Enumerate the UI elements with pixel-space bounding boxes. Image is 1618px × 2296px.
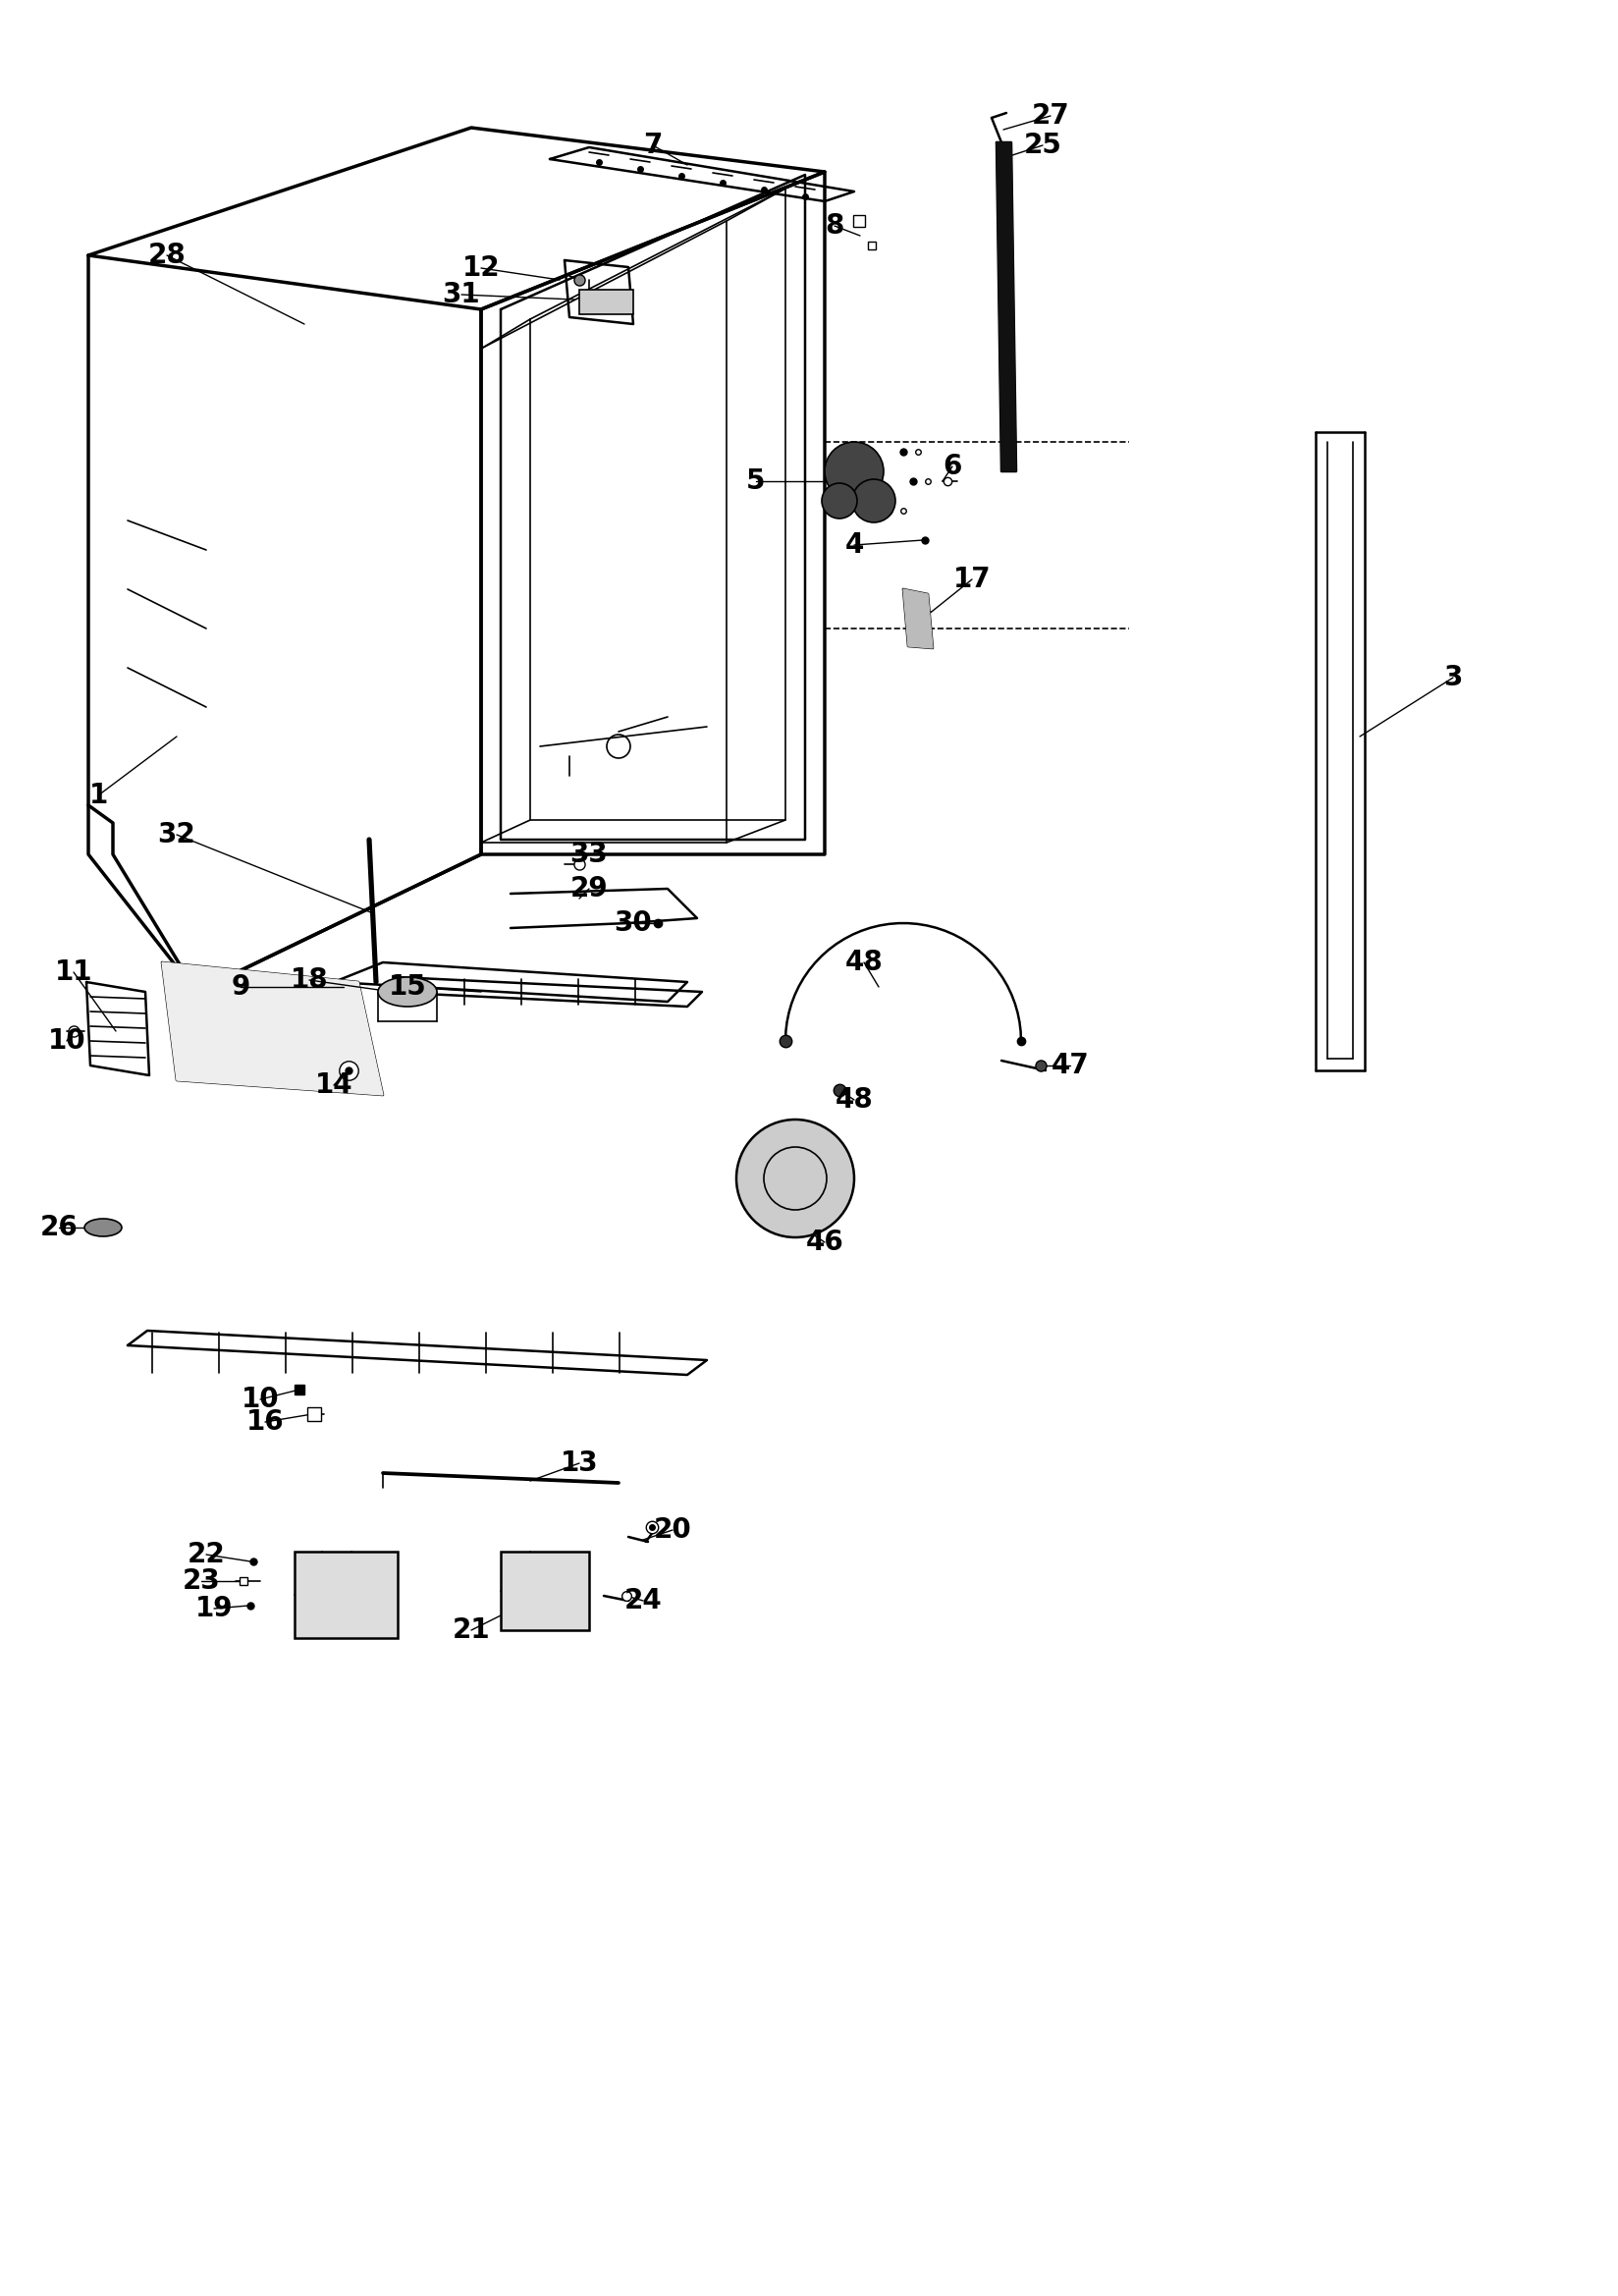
Bar	[500, 1552, 589, 1630]
Text: 32: 32	[157, 822, 196, 850]
Text: 19: 19	[196, 1596, 233, 1623]
Polygon shape	[997, 142, 1016, 471]
Text: 14: 14	[316, 1072, 353, 1100]
Text: 48: 48	[835, 1086, 874, 1114]
Ellipse shape	[84, 1219, 121, 1235]
Text: 10: 10	[241, 1387, 280, 1412]
Text: 16: 16	[246, 1407, 285, 1435]
Text: 29: 29	[570, 875, 608, 902]
Circle shape	[736, 1120, 854, 1238]
Bar	[579, 289, 633, 315]
Polygon shape	[903, 590, 932, 647]
Text: 17: 17	[953, 565, 990, 592]
Text: 27: 27	[1032, 101, 1069, 129]
Text: 28: 28	[147, 241, 186, 269]
Text: 3: 3	[1443, 664, 1463, 691]
Text: 9: 9	[231, 974, 251, 1001]
Text: 23: 23	[183, 1568, 220, 1596]
Text: 46: 46	[806, 1228, 843, 1256]
Text: 8: 8	[825, 211, 845, 239]
Text: 12: 12	[463, 255, 500, 282]
Text: 15: 15	[388, 974, 427, 1001]
Text: 5: 5	[746, 468, 765, 496]
Text: 22: 22	[188, 1541, 225, 1568]
Ellipse shape	[379, 978, 437, 1006]
Text: 20: 20	[654, 1515, 691, 1543]
Text: 4: 4	[845, 530, 864, 558]
Text: 24: 24	[625, 1587, 662, 1614]
Polygon shape	[162, 962, 383, 1095]
Text: 1: 1	[89, 781, 108, 808]
Text: 6: 6	[943, 452, 961, 480]
Text: 11: 11	[55, 957, 92, 985]
Text: 18: 18	[290, 967, 328, 994]
Circle shape	[822, 482, 858, 519]
Text: 10: 10	[49, 1026, 86, 1054]
Text: 21: 21	[453, 1616, 490, 1644]
Text: 48: 48	[845, 948, 883, 976]
Text: 25: 25	[1024, 131, 1061, 158]
Text: 13: 13	[560, 1449, 599, 1476]
Text: 47: 47	[1052, 1052, 1089, 1079]
Circle shape	[825, 441, 883, 501]
Circle shape	[853, 480, 895, 523]
Text: 33: 33	[570, 840, 608, 868]
Text: 26: 26	[40, 1215, 78, 1242]
Text: 31: 31	[442, 280, 481, 308]
Text: 7: 7	[644, 131, 662, 158]
Bar	[294, 1552, 398, 1637]
Text: 30: 30	[615, 909, 652, 937]
